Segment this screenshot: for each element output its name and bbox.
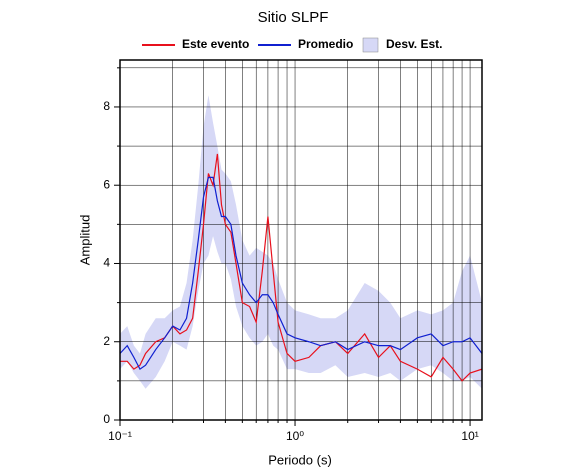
legend-label: Este evento bbox=[182, 37, 249, 51]
x-tick-label: 10¹ bbox=[461, 429, 478, 443]
legend-swatch bbox=[362, 37, 379, 53]
y-tick-label: 8 bbox=[103, 99, 110, 113]
y-tick-label: 6 bbox=[103, 177, 110, 191]
x-axis-label: Periodo (s) bbox=[268, 452, 332, 467]
plot-frame bbox=[119, 59, 483, 421]
legend-label: Promedio bbox=[298, 37, 353, 51]
y-tick-label: 4 bbox=[103, 256, 110, 270]
chart-title: Sitio SLPF bbox=[258, 9, 329, 26]
series-line bbox=[119, 176, 483, 371]
y-axis-label: Amplitud bbox=[77, 215, 92, 266]
x-tick-label: 10⁻¹ bbox=[108, 429, 132, 443]
y-tick-label: 2 bbox=[103, 334, 110, 348]
legend-label: Desv. Est. bbox=[386, 37, 442, 51]
y-tick-label: 0 bbox=[103, 412, 110, 426]
x-tick-label: 10⁰ bbox=[286, 429, 304, 443]
std-band bbox=[120, 95, 482, 389]
